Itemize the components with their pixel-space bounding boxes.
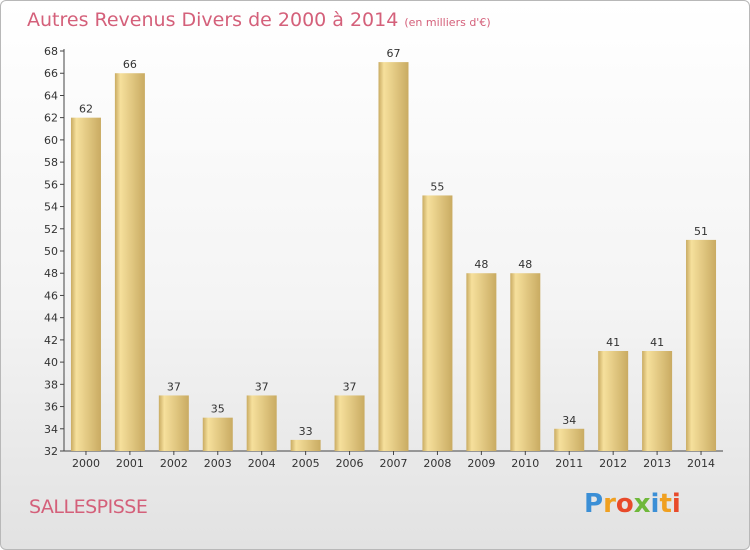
data-label-2000: 62: [79, 103, 93, 116]
bar-2000: [70, 117, 101, 452]
data-label-2002: 37: [167, 380, 181, 393]
x-tick-label: 2000: [72, 457, 100, 470]
x-tick-label: 2014: [687, 457, 715, 470]
bar-2014: [686, 239, 717, 451]
x-tick-label: 2002: [160, 457, 188, 470]
x-tick-label: 2008: [423, 457, 451, 470]
bar-2003: [202, 417, 233, 451]
x-tick-label: 2013: [643, 457, 671, 470]
chart-title-text: Autres Revenus Divers de 2000 à 2014: [27, 9, 399, 31]
data-label-2009: 48: [474, 258, 488, 271]
y-tick-label: 40: [44, 356, 58, 369]
data-label-2004: 37: [255, 380, 269, 393]
bar-2010: [510, 273, 541, 451]
y-tick-label: 58: [44, 156, 58, 169]
chart-subtitle: (en milliers d'€): [404, 16, 491, 29]
x-tick-label: 2006: [336, 457, 364, 470]
data-label-2006: 37: [343, 380, 357, 393]
y-tick-label: 48: [44, 267, 58, 280]
data-label-2013: 41: [650, 336, 664, 349]
bar-2011: [554, 428, 585, 451]
y-tick-label: 34: [44, 423, 58, 436]
data-label-2010: 48: [518, 258, 532, 271]
bars: [70, 62, 717, 452]
data-label-2001: 66: [123, 58, 137, 71]
data-label-2007: 67: [387, 47, 401, 60]
y-tick-label: 62: [44, 112, 58, 125]
bar-2009: [466, 273, 497, 451]
y-tick-label: 46: [44, 289, 58, 302]
y-tick-label: 64: [44, 89, 58, 102]
x-tick-label: 2009: [467, 457, 495, 470]
bar-2012: [598, 351, 629, 451]
bar-2002: [158, 395, 189, 451]
x-tick-label: 2005: [292, 457, 320, 470]
x-tick-label: 2011: [555, 457, 583, 470]
y-tick-label: 60: [44, 134, 58, 147]
y-tick-label: 54: [44, 201, 58, 214]
x-tick-label: 2001: [116, 457, 144, 470]
data-label-2014: 51: [694, 225, 708, 238]
y-tick-label: 36: [44, 401, 58, 414]
y-tick-label: 52: [44, 223, 58, 236]
y-tick-label: 66: [44, 67, 58, 80]
y-tick-label: 38: [44, 378, 58, 391]
bar-2008: [422, 195, 453, 451]
bar-2006: [334, 395, 365, 451]
x-tick-label: 2012: [599, 457, 627, 470]
y-axis: 32 34 36 38 40 42 44 46 48 50 52 54 56 58 60 62 64 66 68: [44, 45, 65, 458]
bar-2005: [290, 439, 321, 451]
y-tick-label: 68: [44, 45, 58, 58]
chart-title: Autres Revenus Divers de 2000 à 2014 (en …: [27, 9, 491, 31]
x-tick-label: 2007: [380, 457, 408, 470]
bar-2007: [378, 62, 409, 451]
data-label-2003: 35: [211, 403, 225, 416]
x-tick-label: 2010: [511, 457, 539, 470]
data-label-2012: 41: [606, 336, 620, 349]
data-label-2008: 55: [430, 180, 444, 193]
town-name: SALLESPISSE: [29, 496, 148, 518]
x-tick-label: 2004: [248, 457, 276, 470]
data-label-2005: 33: [299, 425, 313, 438]
x-axis: 2000 2001 2002 2003 2004 2005 2006 2007 2008 2009…: [64, 450, 723, 470]
data-label-2011: 34: [562, 414, 576, 427]
y-tick-label: 50: [44, 245, 58, 258]
y-tick-label: 56: [44, 178, 58, 191]
bar-2001: [114, 73, 145, 451]
y-tick-label: 42: [44, 334, 58, 347]
bar-2004: [246, 395, 277, 451]
proxiti-logo: Proxiti: [584, 489, 681, 519]
y-tick-label: 44: [44, 312, 58, 325]
data-labels: 62 66 37 35 37 33 37 67 55 48 48 34 41 41 51: [79, 47, 708, 438]
x-tick-label: 2003: [204, 457, 232, 470]
bar-2013: [642, 351, 673, 451]
y-tick-label: 32: [44, 445, 58, 458]
